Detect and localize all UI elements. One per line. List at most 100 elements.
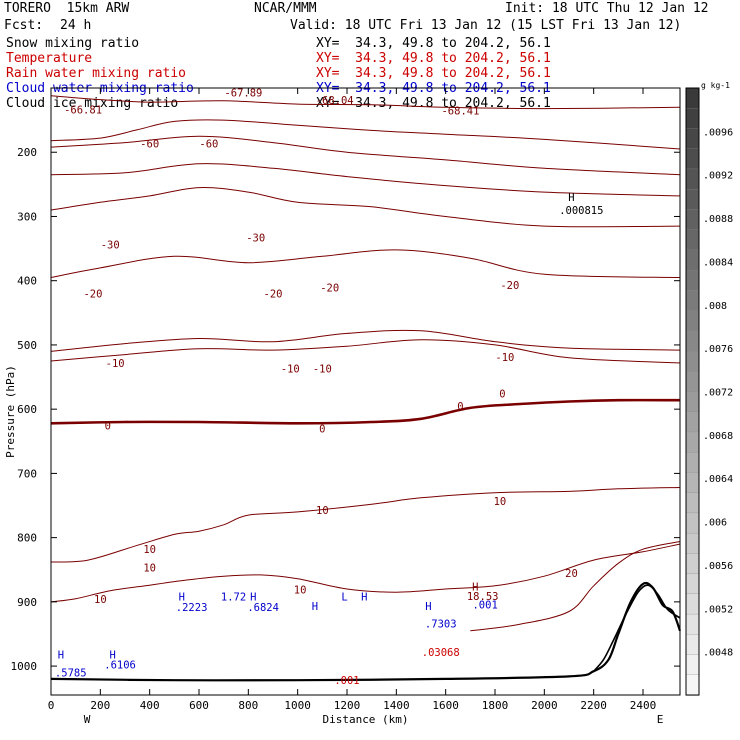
model-title: TORERO 15km ARW [4,1,130,16]
temperature-contour [50,543,681,603]
temperature-contour [50,95,681,110]
colorbar-cell [685,492,700,514]
temperature-contour [50,329,681,352]
colorbar-cell [685,269,700,291]
colorbar-cell [685,290,700,312]
contour-label: H [425,601,431,613]
contour-label: -60 [140,139,159,151]
y-tick-label: 200 [17,146,37,159]
contour-label: -66.81 [64,105,102,117]
contour-label: H [472,581,478,593]
field-xy-range: XY= 34.3, 49.8 to 204.2, 56.1 [316,66,551,81]
contour-label: -10 [495,352,514,364]
contour-label: 18.53 [467,591,499,603]
x-tick-label: 2200 [580,699,607,712]
contour-label: -10 [313,364,332,376]
colorbar-cell [685,391,700,413]
colorbar-tick-label: .0056 [703,561,733,572]
colorbar-tick-label: .0096 [703,127,733,138]
field-name: Snow mixing ratio [6,36,140,51]
colorbar-cell [685,593,700,615]
temperature-contour [50,163,681,197]
contour-label: H [568,192,574,204]
colorbar-tick-label: .0052 [703,604,733,615]
contour-label: 0 [319,423,325,435]
temperature-contour [50,119,681,150]
forecast-label: Fcst: [4,18,44,33]
x-tick-label: 1400 [383,699,410,712]
plot-frame [50,87,681,696]
colorbar-tick-label: .006 [703,518,727,529]
colorbar-frame [685,87,700,696]
contour-label: -68.04 [316,95,354,107]
contour-label: .2223 [176,602,208,614]
field-xy-range: XY= 34.3, 49.8 to 204.2, 56.1 [316,96,551,111]
field-name: Cloud ice mixing ratio [6,96,179,111]
temperature-contour [50,487,681,563]
contour-label: -30 [246,233,265,245]
colorbar-tick-label: .0088 [703,214,733,225]
contour-label: H [312,601,318,613]
x-tick-label: 2000 [531,699,558,712]
contour-label: -20 [320,283,339,295]
temperature-contour [50,186,681,228]
y-tick-label: 1000 [11,660,38,673]
colorbar-cell [685,634,700,656]
contour-label: -10 [106,358,125,370]
contour-label: .000815 [559,205,603,217]
contour-label: -67.89 [224,87,262,99]
y-tick-label: 400 [17,275,37,288]
colorbar-unit: g kg-1 [701,81,730,90]
contour-label: .7303 [425,619,457,631]
contour-label: 10 [294,585,307,597]
temperature-contour [50,398,681,425]
colorbar-cell [685,674,700,696]
contour-label: 20 [565,568,578,580]
colorbar-cell [685,553,700,575]
contour-label: 10 [494,496,507,508]
plot-header: TORERO 15km ARW NCAR/MMM Init: 18 UTC Th… [0,0,740,112]
field-name: Rain water mixing ratio [6,66,187,81]
colorbar-tick-label: .0092 [703,171,733,182]
colorbar-cell [685,613,700,635]
colorbar-tick-label: .0064 [703,474,733,485]
x-tick-label: 1200 [334,699,361,712]
contour-label: H [361,592,367,604]
contour-label: .001 [472,599,497,611]
contour-label: H [179,592,185,604]
colorbar-tick-label: .0072 [703,388,733,399]
contour-label: 0 [105,421,111,433]
contour-label: .6106 [104,660,136,672]
contour-label: -20 [500,280,519,292]
y-tick-label: 700 [17,467,37,480]
colorbar-tick-label: .008 [703,301,727,312]
colorbar-cell [685,229,700,251]
colorbar-cell [685,431,700,453]
colorbar-cell [685,189,700,211]
contour-label: .001 [334,675,359,687]
x-tick-label: 1600 [432,699,459,712]
colorbar-cell [685,411,700,433]
colorbar-tick-label: .0048 [703,648,733,659]
temperature-contour [50,249,681,278]
contour-label: .6824 [247,602,279,614]
contour-label: 0 [457,401,463,413]
terrain-line [50,581,682,682]
contour-label: L [341,592,347,604]
field-xy-range: XY= 34.3, 49.8 to 204.2, 56.1 [316,36,551,51]
colorbar-tick-label: .0076 [703,344,733,355]
right-end-label: E [657,713,664,726]
colorbar-cell [685,249,700,271]
y-tick-label: 300 [17,210,37,223]
x-tick-label: 400 [140,699,160,712]
temperature-contour [50,135,681,176]
left-end-label: W [84,713,91,726]
colorbar-tick-label: .0084 [703,257,733,268]
temperature-contour [470,541,681,632]
y-tick-label: 600 [17,403,37,416]
colorbar-cell [685,128,700,150]
y-tick-label: 800 [17,532,37,545]
colorbar-cell [685,330,700,352]
x-tick-label: 1800 [482,699,509,712]
